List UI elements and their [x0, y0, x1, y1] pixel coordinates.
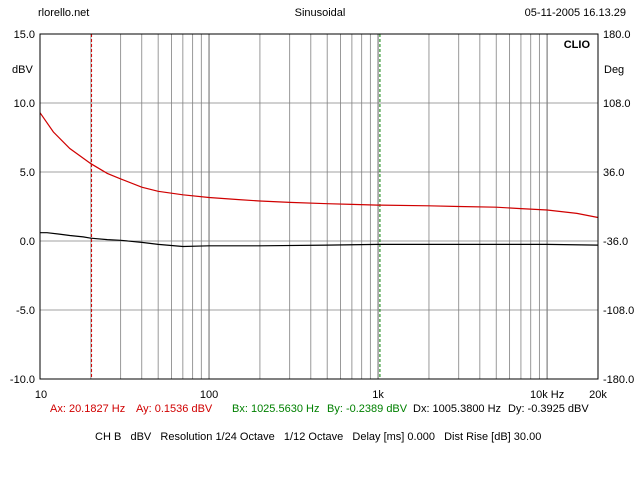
- y-tick-label-right: -180.0: [603, 374, 634, 386]
- x-tick-label: 100: [200, 389, 218, 401]
- x-tick-label: 10: [35, 389, 47, 401]
- settings-footer: CH B dBV Resolution 1/24 Octave 1/12 Oct…: [95, 431, 542, 443]
- y-tick-label-right: -108.0: [603, 305, 634, 317]
- series-line-1: [39, 112, 599, 219]
- y-tick-label-left: 0.0: [20, 236, 35, 248]
- axis-labels: 15.0 10.0 5.0 0.0 -5.0 -10.0 180.0 108.0 36.0 -36…: [10, 29, 634, 401]
- data-series: [39, 112, 599, 248]
- grid-lines: [40, 34, 598, 379]
- x-tick-label: 1k: [372, 389, 384, 401]
- timestamp-label: 05-11-2005 16.13.29: [524, 7, 626, 19]
- cursor-a-y-readout: Ay: 0.1536 dBV: [136, 403, 213, 415]
- delta-x-readout: Dx: 1005.3800 Hz: [413, 403, 502, 415]
- y-tick-label-right: 36.0: [603, 167, 624, 179]
- cursor-b-x-readout: Bx: 1025.5630 Hz: [232, 403, 320, 415]
- y-tick-label-left: -5.0: [16, 305, 35, 317]
- y-axis-label-right: Deg: [604, 64, 624, 76]
- series-line-2: [40, 232, 599, 248]
- y-axis-label-left: dBV: [12, 64, 33, 76]
- y-tick-label-left: 5.0: [20, 167, 35, 179]
- measurement-type-label: Sinusoidal: [294, 7, 346, 19]
- x-tick-label: 20k: [589, 389, 607, 401]
- x-tick-label: 10k Hz: [530, 389, 564, 401]
- y-tick-label-left: 15.0: [14, 29, 35, 41]
- y-tick-label-right: 108.0: [603, 98, 631, 110]
- plot-border: [39, 33, 599, 380]
- cursor-lines[interactable]: [91, 34, 381, 379]
- site-label: rlorello.net: [38, 7, 90, 19]
- y-tick-label-left: 10.0: [14, 98, 35, 110]
- plot-area: [40, 34, 598, 379]
- y-tick-label-right: -36.0: [603, 236, 628, 248]
- delta-y-readout: Dy: -0.3925 dBV: [508, 403, 589, 415]
- y-tick-label-right: 180.0: [603, 29, 631, 41]
- y-tick-label-left: -10.0: [10, 374, 35, 386]
- chart-title: CLIO: [564, 39, 591, 51]
- cursor-b-y-readout: By: -0.2389 dBV: [327, 403, 408, 415]
- cursor-a-x-readout: Ax: 20.1827 Hz: [50, 403, 126, 415]
